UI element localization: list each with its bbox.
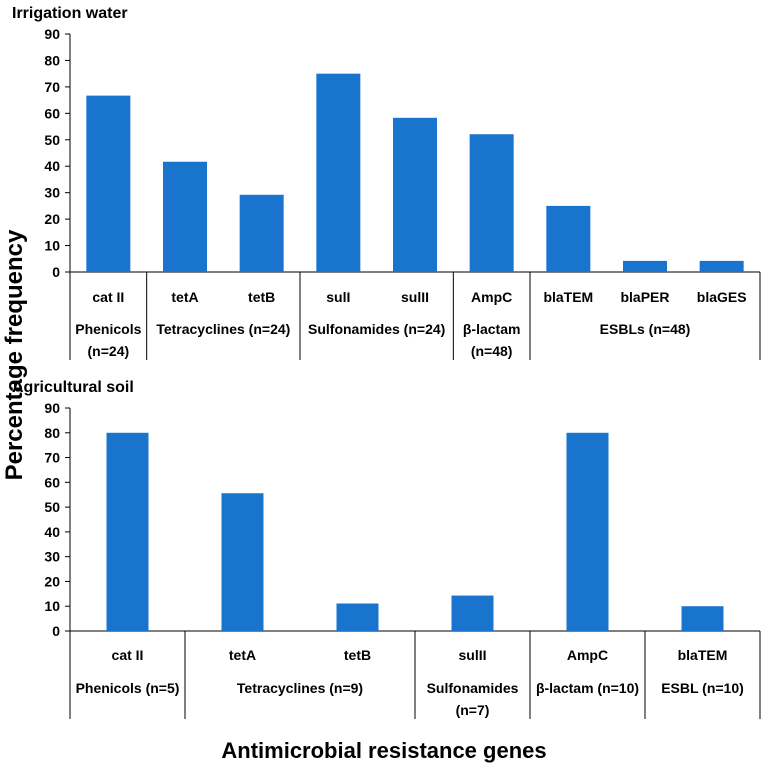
panel-1-bar-AmpC	[469, 134, 514, 272]
panel-1-group-label: Tetracyclines (n=24)	[156, 321, 290, 337]
panel-1-group-label: Sulfonamides (n=24)	[308, 321, 445, 337]
panel-1-gene-label: blaPER	[620, 289, 669, 305]
panel-2-y-tick-label: 10	[44, 598, 60, 614]
panel-1-bar-blaPER	[623, 260, 667, 272]
panel-1-bar-tetB	[239, 194, 284, 272]
panel-2-bar-sulII	[451, 595, 494, 631]
panel-1-bar-blaGES	[699, 260, 744, 272]
panel-1-gene-label: sulII	[401, 289, 429, 305]
panel-2-y-tick-label: 50	[44, 499, 60, 515]
panel-2-gene-label: tetB	[344, 647, 371, 663]
panel-1-group-label: ESBLs (n=48)	[600, 321, 691, 337]
panel-2-y-tick-label: 40	[44, 524, 60, 540]
panel-1-gene-label: tetB	[248, 289, 275, 305]
panel-2-gene-label: blaTEM	[678, 647, 728, 663]
panel-1-bar-blaTEM	[546, 205, 591, 272]
panel-1-bar-sulII	[393, 117, 437, 272]
panel-2-gene-label: cat II	[112, 647, 144, 663]
panel-1-bar-cat-II	[86, 95, 131, 272]
panel-2-y-tick-label: 90	[44, 400, 60, 416]
panel-1-group-label: Phenicols	[75, 321, 141, 337]
panel-2-y-tick-label: 80	[44, 425, 60, 441]
panel-1-y-tick-label: 30	[44, 185, 60, 201]
panel-2-group-label: ESBL (n=10)	[661, 680, 744, 696]
panel-2-y-tick-label: 0	[52, 623, 60, 639]
panel-1-gene-label: AmpC	[471, 289, 512, 305]
panel-1-y-tick-label: 90	[44, 26, 60, 42]
panel-1-y-tick-label: 70	[44, 79, 60, 95]
panel-2-y-tick-label: 70	[44, 450, 60, 466]
panel-1-group-label: (n=48)	[471, 343, 513, 359]
y-axis-title: Percentage frequency	[1, 229, 28, 480]
panel-2-bar-AmpC	[566, 432, 609, 631]
panel-1-title: Irrigation water	[12, 5, 128, 22]
panel-2-bar-blaTEM	[681, 606, 724, 631]
panel-1-y-tick-label: 0	[52, 264, 60, 280]
panel-1-gene-label: sulI	[326, 289, 350, 305]
panel-2-bar-tetB	[336, 603, 379, 631]
panel-2-group-label: Tetracyclines (n=9)	[237, 680, 363, 696]
panel-1-y-tick-label: 40	[44, 158, 60, 174]
panel-1-bar-sulI	[316, 73, 361, 273]
panel-1-group-label: (n=24)	[88, 343, 130, 359]
panel-1-gene-label: tetA	[171, 289, 198, 305]
panel-2-bar-cat-II	[106, 432, 149, 631]
panel-2-title: Agricultural soil	[12, 379, 134, 396]
panel-2-y-tick-label: 20	[44, 573, 60, 589]
panel-2-group-label: Phenicols (n=5)	[76, 680, 180, 696]
panel-2-y-tick-label: 60	[44, 474, 60, 490]
panel-1-group-label: β-lactam	[463, 321, 521, 337]
panel-2-bar-tetA	[221, 493, 264, 631]
panel-2-gene-label: sulII	[458, 647, 486, 663]
panel-1-y-tick-label: 10	[44, 238, 60, 254]
panel-2-group-label: Sulfonamides	[427, 680, 519, 696]
panel-2-group-label: β-lactam (n=10)	[536, 680, 639, 696]
panel-1-gene-label: cat II	[92, 289, 124, 305]
x-axis-title: Antimicrobial resistance genes	[221, 738, 546, 763]
panel-1-y-tick-label: 50	[44, 132, 60, 148]
panel-1-gene-label: blaTEM	[543, 289, 593, 305]
panel-1-bar-tetA	[163, 161, 207, 272]
panel-2-group-label: (n=7)	[456, 702, 490, 718]
panel-1-y-tick-label: 60	[44, 105, 60, 121]
panel-1-y-tick-label: 80	[44, 52, 60, 68]
panel-2-gene-label: AmpC	[567, 647, 608, 663]
panel-2-y-tick-label: 30	[44, 549, 60, 565]
panel-2-gene-label: tetA	[229, 647, 256, 663]
panel-1-gene-label: blaGES	[697, 289, 747, 305]
panel-1-y-tick-label: 20	[44, 211, 60, 227]
